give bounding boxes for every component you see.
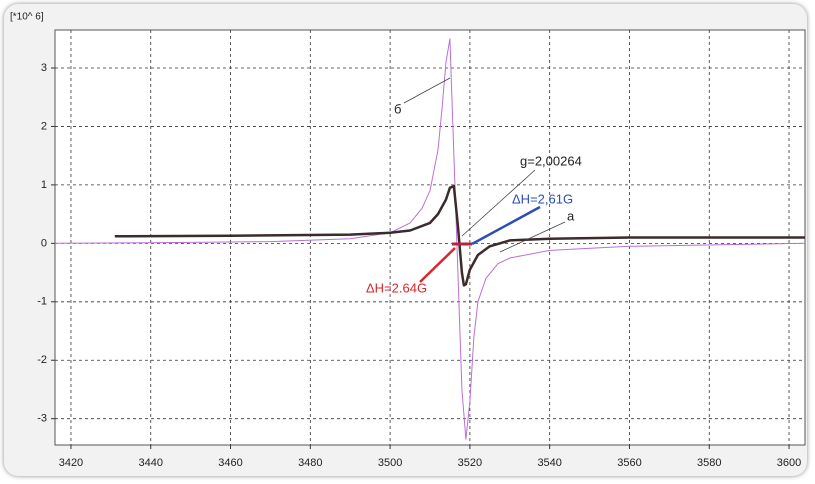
x-tick-label: 3420 (59, 457, 83, 469)
y-tick-label: -2 (37, 354, 47, 366)
y-tick-label: 0 (41, 237, 47, 249)
annotation: ΔH=2,61G (512, 191, 573, 206)
x-tick-label: 3460 (218, 457, 242, 469)
series-line (114, 184, 805, 287)
leader (461, 169, 536, 237)
annotation: б (394, 101, 401, 116)
leader (499, 221, 566, 253)
x-tick-label: 3440 (139, 457, 163, 469)
annotation-leaders (403, 77, 566, 283)
annotation: g=2,00264 (520, 153, 582, 168)
y-tick-label: 1 (41, 179, 47, 191)
x-tick-label: 3580 (697, 457, 721, 469)
y-tick-label: -3 (37, 413, 47, 425)
x-tick-label: 3540 (537, 457, 561, 469)
annotation: а (567, 208, 575, 223)
leader (419, 247, 456, 283)
unit-label: [*10^ 6] (10, 12, 44, 23)
x-tick-label: 3500 (378, 457, 402, 469)
x-tick-label: 3480 (298, 457, 322, 469)
y-tick-label: 3 (41, 62, 47, 74)
leader (471, 205, 541, 246)
leader (403, 77, 451, 104)
x-tick-label: 3600 (777, 457, 801, 469)
x-tick-label: 3560 (617, 457, 641, 469)
y-tick-label: 2 (41, 120, 47, 132)
y-tick-label: -1 (37, 296, 47, 308)
x-tick-label: 3520 (458, 457, 482, 469)
annotation: ΔH=2.64G (366, 280, 427, 295)
